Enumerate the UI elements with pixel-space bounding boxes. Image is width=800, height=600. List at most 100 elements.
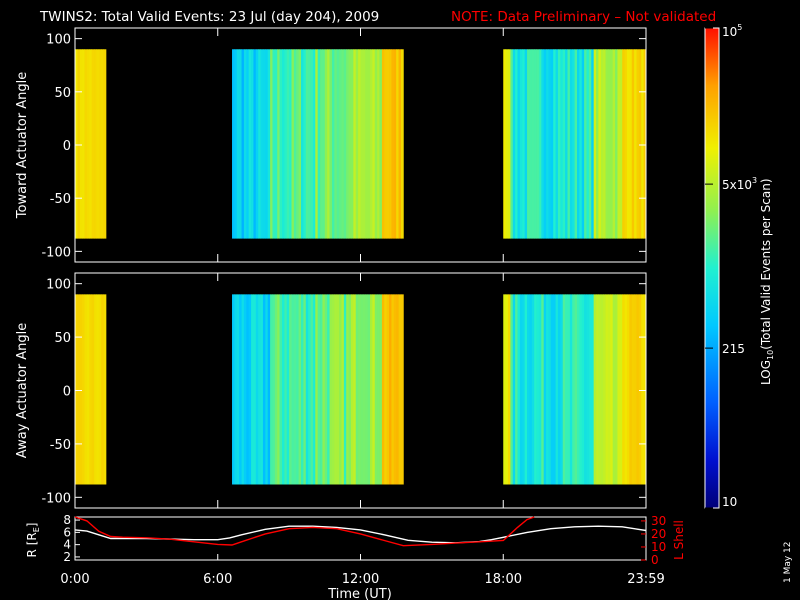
heatmap-cell bbox=[624, 294, 628, 485]
heatmap-cell bbox=[360, 49, 364, 239]
heatmap-cell bbox=[91, 294, 95, 485]
heatmap-cell bbox=[538, 294, 542, 485]
heatmap-cell bbox=[315, 294, 319, 485]
heatmap-cell bbox=[565, 294, 568, 485]
heatmap-cell bbox=[303, 294, 307, 485]
heatmap-cell bbox=[243, 294, 247, 485]
heatmap-cell bbox=[612, 294, 616, 485]
heatmap-cell bbox=[331, 49, 335, 239]
heatmap-cell bbox=[529, 294, 533, 485]
heatmap-cell bbox=[641, 294, 645, 485]
heatmap-cell bbox=[512, 49, 516, 239]
heatmap-cell bbox=[596, 294, 599, 485]
heatmap-cell bbox=[348, 294, 352, 485]
heatmap-cell bbox=[274, 294, 278, 485]
x-tick-label: 12:00 bbox=[342, 572, 379, 587]
heatmap-cell bbox=[327, 294, 330, 485]
y-tick-label: -50 bbox=[50, 192, 71, 207]
heatmap-cell bbox=[312, 49, 316, 239]
heatmap-cell bbox=[317, 49, 321, 239]
heatmap-cell bbox=[588, 294, 592, 485]
heatmap-cell bbox=[324, 49, 328, 239]
heatmap-cell bbox=[79, 294, 83, 485]
heatmap-cell bbox=[367, 49, 371, 239]
heatmap-cell bbox=[638, 294, 642, 485]
heatmap-cell bbox=[251, 49, 254, 239]
heatmap-cell bbox=[622, 49, 625, 239]
heatmap-cell bbox=[562, 49, 566, 239]
y-tick-label: -100 bbox=[41, 245, 71, 260]
heatmap-cell bbox=[374, 49, 378, 239]
heatmap-cell bbox=[98, 294, 102, 485]
heatmap-cell bbox=[101, 294, 104, 485]
heatmap-cell bbox=[336, 294, 340, 485]
l-shell-tick-label: 10 bbox=[651, 540, 666, 554]
heatmap-cell bbox=[82, 294, 85, 485]
heatmap-cell bbox=[541, 294, 545, 485]
heatmap-cell bbox=[246, 294, 250, 485]
heatmap-cell bbox=[77, 49, 81, 239]
heatmap-cell bbox=[572, 294, 576, 485]
date-stamp: 1 May 12 bbox=[783, 541, 793, 583]
heatmap-cell bbox=[358, 49, 361, 239]
heatmap-cell bbox=[517, 294, 521, 485]
heatmap-cell bbox=[389, 294, 392, 485]
heatmap-cell bbox=[355, 49, 359, 239]
heatmap-cell bbox=[541, 49, 545, 239]
heatmap-cell bbox=[284, 294, 288, 485]
heatmap-cell bbox=[527, 49, 530, 239]
heatmap-cell bbox=[586, 294, 590, 485]
heatmap-cell bbox=[643, 49, 647, 239]
heatmap-cell bbox=[341, 49, 345, 239]
heatmap-cell bbox=[372, 49, 376, 239]
heatmap-cell bbox=[629, 294, 633, 485]
heatmap-cell bbox=[253, 49, 257, 239]
heatmap-cell bbox=[303, 49, 307, 239]
heatmap-cell bbox=[339, 49, 342, 239]
heatmap-cell bbox=[284, 49, 288, 239]
heatmap-cell bbox=[603, 294, 606, 485]
heatmap-cell bbox=[615, 294, 618, 485]
heatmap-cell bbox=[524, 49, 528, 239]
x-tick-label: 23:59 bbox=[627, 572, 664, 587]
heatmap-cell bbox=[301, 49, 304, 239]
heatmap-cell bbox=[308, 49, 311, 239]
heatmap-cell bbox=[389, 49, 392, 239]
heatmap-cell bbox=[548, 294, 552, 485]
heatmap-cell bbox=[546, 49, 549, 239]
heatmap-cell bbox=[350, 49, 354, 239]
colorbar-gradient bbox=[704, 27, 720, 509]
heatmap-cell bbox=[277, 294, 281, 485]
heatmap-cell bbox=[298, 294, 302, 485]
y-axis-label: Toward Actuator Angle bbox=[15, 72, 30, 219]
heatmap-cell bbox=[346, 49, 349, 239]
heatmap-cell bbox=[293, 294, 297, 485]
heatmap-cell bbox=[320, 294, 323, 485]
y-axis-label: Away Actuator Angle bbox=[15, 323, 30, 458]
heatmap-cell bbox=[555, 49, 559, 239]
heatmap-cell bbox=[84, 49, 88, 239]
heatmap-cell bbox=[248, 294, 252, 485]
heatmap-cell bbox=[584, 49, 587, 239]
heatmap-cell bbox=[567, 294, 571, 485]
heatmap-cell bbox=[362, 294, 366, 485]
heatmap-cell bbox=[617, 49, 621, 239]
heatmap-cell bbox=[279, 294, 283, 485]
heatmap-cell bbox=[393, 49, 397, 239]
heatmap-cell bbox=[370, 294, 373, 485]
heatmap-cell bbox=[232, 49, 235, 239]
heatmap-cell bbox=[296, 294, 300, 485]
heatmap-cell bbox=[334, 294, 338, 485]
heatmap-cell bbox=[289, 294, 292, 485]
heatmap-cell bbox=[505, 49, 509, 239]
heatmap-cell bbox=[258, 49, 261, 239]
heatmap-cell bbox=[519, 294, 523, 485]
y-tick-label: 0 bbox=[63, 139, 71, 154]
y-tick-label: -100 bbox=[41, 491, 71, 506]
heatmap-cell bbox=[610, 49, 614, 239]
heatmap-cell bbox=[301, 294, 304, 485]
heatmap-cell bbox=[103, 49, 107, 239]
heatmap-cell bbox=[253, 294, 257, 485]
heatmap-cell bbox=[562, 294, 566, 485]
heatmap-cell bbox=[362, 49, 366, 239]
